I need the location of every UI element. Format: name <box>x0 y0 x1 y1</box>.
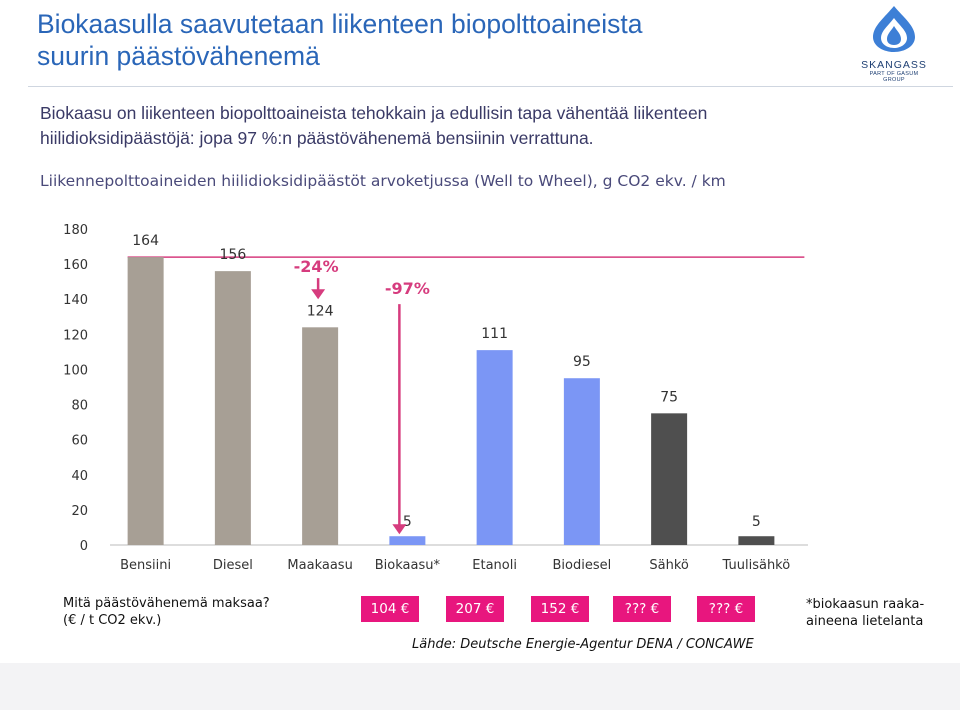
cost-box-bensiini-diesel: 104 € <box>361 596 419 622</box>
y-tick-label-80: 80 <box>71 399 88 414</box>
source-note: Lähde: Deutsche Energie-Agentur DENA / C… <box>412 637 754 652</box>
data-label-biokaasu: 5 <box>403 514 412 530</box>
cost-question-line-2: (€ / t CO2 ekv.) <box>63 613 162 628</box>
y-tick-label-20: 20 <box>71 504 88 519</box>
data-label-tuulisähkö: 5 <box>752 514 761 530</box>
y-tick-label-160: 160 <box>63 258 88 273</box>
footnote-line-1: *biokaasun raaka- <box>806 597 925 612</box>
cost-question-line-1: Mitä päästövähenemä maksaa? <box>63 596 270 611</box>
cost-box-maakaasu: 207 € <box>446 596 504 622</box>
intro-text: Biokaasu on liikenteen biopolttoaineista… <box>40 101 707 151</box>
bar-sähkö <box>651 413 688 545</box>
category-label-tuulisähkö: Tuulisähkö <box>722 558 791 573</box>
data-label-sähkö: 75 <box>660 389 678 405</box>
page-title: Biokaasulla saavutetaan liikenteen biopo… <box>37 8 643 72</box>
y-tick-label-120: 120 <box>63 328 88 343</box>
data-label-maakaasu: 124 <box>307 303 334 319</box>
category-label-biokaasu: Biokaasu* <box>375 558 441 573</box>
reduction-arrow-head-0 <box>311 289 326 300</box>
logo-tagline: PART OF GASUM GROUP <box>869 71 919 83</box>
bar-etanoli <box>476 350 513 545</box>
category-label-sähkö: Sähkö <box>649 558 689 573</box>
reduction-label-1: -97% <box>385 279 430 298</box>
category-label-diesel: Diesel <box>213 558 253 573</box>
title-line-1: Biokaasulla saavutetaan liikenteen biopo… <box>37 9 643 39</box>
y-tick-label-100: 100 <box>63 363 88 378</box>
logo-name: SKANGASS <box>861 59 927 71</box>
category-label-maakaasu: Maakaasu <box>287 558 352 573</box>
data-label-bensiini: 164 <box>132 233 159 249</box>
bar-biokaasu <box>389 536 426 545</box>
company-logo: SKANGASS PART OF GASUM GROUP <box>858 4 930 84</box>
cost-box-biokaasu: 152 € <box>531 596 589 622</box>
bar-tuulisähkö <box>738 536 775 545</box>
emissions-bar-chart: 0 20 40 60 80 100 120 140 160 180 164 Bensiini 156 Di… <box>63 223 808 573</box>
category-label-etanoli: Etanoli <box>472 558 517 573</box>
reduction-arrow-head-1 <box>392 524 407 535</box>
flame-icon <box>873 6 915 52</box>
slide-footer-band <box>0 663 960 710</box>
y-tick-label-60: 60 <box>71 434 88 449</box>
bar-maakaasu <box>302 327 339 545</box>
intro-line-1: Biokaasu on liikenteen biopolttoaineista… <box>40 103 708 123</box>
y-tick-label-40: 40 <box>71 469 88 484</box>
bar-biodiesel <box>563 378 600 545</box>
y-tick-label-140: 140 <box>63 293 88 308</box>
footnote: *biokaasun raaka- aineena lietelanta <box>806 596 924 630</box>
data-label-diesel: 156 <box>220 247 247 263</box>
data-label-biodiesel: 95 <box>573 354 591 370</box>
footnote-line-2: aineena lietelanta <box>806 614 924 629</box>
bar-diesel <box>214 271 251 545</box>
reduction-label-0: -24% <box>294 257 339 276</box>
category-label-biodiesel: Biodiesel <box>553 558 612 573</box>
title-line-2: suurin päästövähenemä <box>37 41 320 71</box>
category-label-bensiini: Bensiini <box>120 558 171 573</box>
cost-box-biodiesel: ??? € <box>697 596 755 622</box>
bar-bensiini <box>127 257 164 545</box>
chart-title: Liikennepolttoaineiden hiilidioksidipääs… <box>40 172 726 190</box>
y-tick-label-180: 180 <box>63 223 88 238</box>
cost-box-etanoli: ??? € <box>613 596 671 622</box>
header-divider <box>28 86 953 87</box>
data-label-etanoli: 111 <box>481 326 508 342</box>
cost-question: Mitä päästövähenemä maksaa? (€ / t CO2 e… <box>63 595 270 629</box>
y-tick-label-0: 0 <box>80 539 88 554</box>
intro-line-2: hiilidioksidipäästöjä: jopa 97 %:n pääst… <box>40 128 594 148</box>
